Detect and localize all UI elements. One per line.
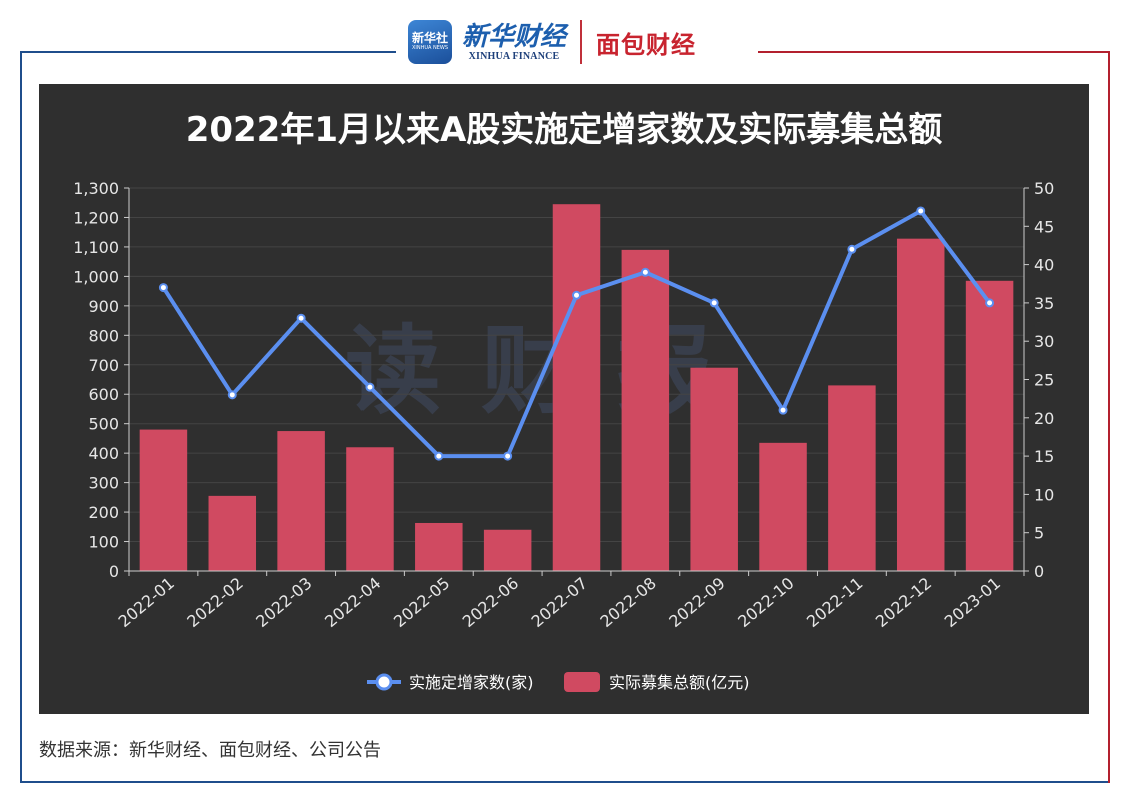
x-axis-tick-label: 2022-05 [390, 574, 453, 632]
count-point [640, 267, 650, 277]
bar [621, 249, 670, 571]
count-point [434, 451, 444, 461]
bar [139, 429, 188, 571]
logo-separator [580, 20, 583, 64]
frame-right-line [1108, 51, 1110, 783]
bar [277, 431, 325, 571]
count-point [296, 313, 306, 323]
frame-left-top-line [20, 51, 396, 53]
right-axis-tick-label: 35 [1034, 294, 1054, 313]
x-axis-tick-label: 2023-01 [941, 574, 1004, 632]
right-axis-tick-label: 40 [1034, 256, 1054, 275]
legend-label-amount: 实际募集总额(亿元) [609, 673, 750, 692]
left-axis-tick-label: 800 [88, 326, 119, 345]
chart-svg: 读财报 2022年1月以来A股实施定增家数及实际募集总额 01002003004… [73, 110, 1054, 692]
left-axis-tick-label: 1,100 [73, 238, 119, 257]
left-axis-tick-label: 600 [88, 385, 119, 404]
bar [483, 529, 532, 571]
legend-bar-swatch [564, 672, 600, 692]
count-point [158, 283, 168, 293]
right-axis-tick-label: 10 [1034, 485, 1054, 504]
xinhua-news-logo: 新华社 XINHUA NEWS [408, 20, 452, 64]
right-axis-tick-label: 20 [1034, 409, 1054, 428]
chart-title: 2022年1月以来A股实施定增家数及实际募集总额 [186, 110, 943, 150]
count-point [778, 405, 788, 415]
count-point [227, 390, 237, 400]
left-axis-tick-label: 900 [88, 297, 119, 316]
bar [896, 238, 945, 572]
bar [208, 495, 257, 571]
left-axis-tick-label: 700 [88, 356, 119, 375]
x-axis-tick-label: 2022-11 [803, 574, 866, 632]
count-point [847, 244, 857, 254]
legend-label-count: 实施定增家数(家) [409, 673, 534, 692]
left-axis-tick-label: 1,000 [73, 267, 119, 286]
left-axis-tick-label: 400 [88, 444, 119, 463]
x-axis-tick-label: 2022-07 [528, 574, 591, 632]
left-axis-tick-label: 0 [109, 562, 119, 581]
x-axis-tick-label: 2022-03 [252, 574, 315, 632]
left-axis-tick-label: 500 [88, 415, 119, 434]
bar [828, 385, 876, 571]
bar [690, 367, 738, 571]
right-axis-tick-label: 5 [1034, 524, 1044, 543]
xinhua-badge-text: 新华社 [411, 31, 448, 45]
right-axis-tick-label: 30 [1034, 332, 1054, 351]
bar [965, 280, 1014, 571]
bar [346, 447, 394, 571]
chart-panel: 读财报 2022年1月以来A股实施定增家数及实际募集总额 0 100 200 300 4… [39, 84, 1089, 714]
count-point [709, 298, 719, 308]
left-axis-tick-label: 1,300 [73, 179, 119, 198]
x-axis-tick-label: 2022-01 [115, 574, 178, 632]
x-axis-tick-label: 2022-04 [321, 574, 384, 632]
left-axis-tick-label: 300 [88, 474, 119, 493]
xinhua-badge-subtext: XINHUA NEWS [411, 45, 449, 51]
xinhua-finance-en: XINHUA FINANCE [468, 50, 560, 62]
bar [415, 522, 463, 571]
frame-right-top-line [738, 51, 1110, 53]
right-axis-tick-label: 25 [1034, 371, 1054, 390]
right-axis-tick-label: 0 [1034, 562, 1044, 581]
count-point [916, 206, 926, 216]
left-axis-tick-label: 200 [88, 503, 119, 522]
count-point [365, 382, 375, 392]
xinhua-finance-logo: 新华财经 XINHUA FINANCE [462, 23, 566, 62]
count-point [985, 298, 995, 308]
data-source-note: 数据来源：新华财经、面包财经、公司公告 [39, 740, 381, 761]
x-axis-tick-label: 2022-10 [734, 574, 797, 632]
legend-line-marker [375, 673, 393, 691]
xinhua-finance-cn: 新华财经 [462, 21, 567, 52]
mianbao-caijing-logo: 面包财经 [596, 30, 697, 59]
left-axis-tick-label: 1,200 [73, 208, 119, 227]
count-point [572, 290, 581, 300]
header-logos: 新华社 XINHUA NEWS 新华财经 XINHUA FINANCE 面包财经 [398, 14, 758, 70]
left-axis-tick-label: 100 [88, 533, 119, 552]
x-axis-tick-label: 2022-12 [872, 574, 935, 632]
x-axis-tick-label: 2022-02 [183, 574, 246, 632]
bar [552, 204, 601, 571]
right-axis-tick-label: 45 [1034, 217, 1054, 236]
x-axis-tick-label: 2022-08 [596, 574, 659, 632]
count-point [503, 451, 513, 461]
frame-bottom-line [20, 781, 1110, 783]
x-axis-tick-label: 2022-09 [665, 574, 728, 632]
right-axis-tick-label: 15 [1034, 447, 1054, 466]
right-axis-tick-label: 50 [1034, 179, 1054, 198]
bar [759, 442, 807, 571]
frame-left-line [20, 51, 22, 783]
x-axis-tick-label: 2022-06 [459, 574, 522, 632]
